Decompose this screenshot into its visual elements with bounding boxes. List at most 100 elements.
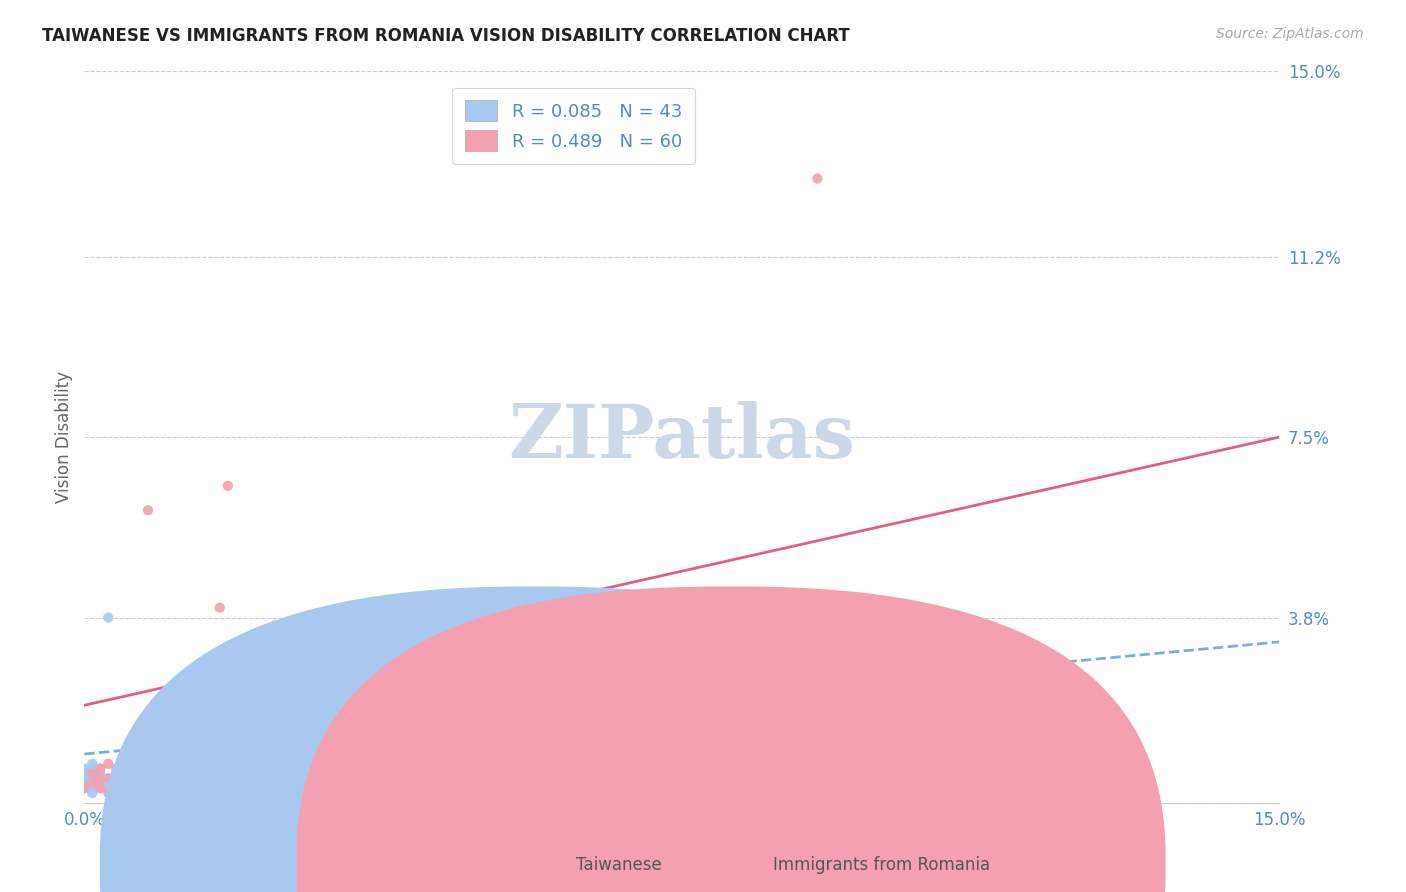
Point — [631, 752, 654, 766]
Point — [89, 781, 111, 796]
Point — [97, 776, 120, 790]
Point — [73, 781, 96, 796]
Point — [145, 772, 167, 786]
Point — [112, 772, 135, 786]
Point — [105, 776, 128, 790]
Point — [82, 786, 104, 800]
Point — [97, 756, 120, 771]
Point — [97, 786, 120, 800]
Point — [1092, 737, 1115, 751]
Text: Source: ZipAtlas.com: Source: ZipAtlas.com — [1216, 27, 1364, 41]
Point — [232, 772, 254, 786]
Point — [89, 766, 111, 780]
Y-axis label: Vision Disability: Vision Disability — [55, 371, 73, 503]
Point — [73, 772, 96, 786]
Point — [97, 772, 120, 786]
Text: ZIPatlas: ZIPatlas — [509, 401, 855, 474]
Point — [232, 752, 254, 766]
Point — [1045, 756, 1067, 771]
Point — [136, 776, 159, 790]
Point — [160, 772, 183, 786]
Point — [432, 752, 454, 766]
Point — [471, 756, 494, 771]
Point — [710, 752, 733, 766]
Point — [280, 756, 302, 771]
Point — [193, 772, 215, 786]
Point — [375, 766, 398, 780]
Point — [169, 766, 191, 780]
Point — [177, 766, 200, 780]
Point — [949, 737, 972, 751]
Point — [112, 752, 135, 766]
Point — [232, 772, 254, 786]
Text: Immigrants from Romania: Immigrants from Romania — [773, 856, 990, 874]
Point — [89, 772, 111, 786]
Point — [408, 762, 430, 776]
Point — [201, 772, 224, 786]
Point — [112, 766, 135, 780]
Point — [105, 762, 128, 776]
Point — [217, 776, 239, 790]
Point — [136, 776, 159, 790]
Point — [129, 756, 152, 771]
Point — [177, 772, 200, 786]
Point — [169, 776, 191, 790]
Point — [249, 762, 271, 776]
Legend: R = 0.085   N = 43, R = 0.489   N = 60: R = 0.085 N = 43, R = 0.489 N = 60 — [451, 87, 695, 164]
Point — [184, 776, 207, 790]
Point — [160, 772, 183, 786]
Point — [153, 756, 176, 771]
Point — [136, 503, 159, 517]
Point — [751, 742, 773, 756]
Point — [312, 752, 335, 766]
Point — [184, 762, 207, 776]
Point — [82, 776, 104, 790]
Point — [153, 776, 176, 790]
Point — [89, 762, 111, 776]
Point — [129, 776, 152, 790]
Point — [129, 776, 152, 790]
Point — [121, 762, 143, 776]
Point — [112, 762, 135, 776]
Point — [328, 762, 350, 776]
Point — [512, 747, 534, 761]
Point — [830, 747, 852, 761]
Point — [208, 600, 231, 615]
Point — [112, 781, 135, 796]
Point — [73, 781, 96, 796]
Point — [73, 776, 96, 790]
Point — [910, 747, 932, 761]
Point — [105, 766, 128, 780]
Point — [82, 766, 104, 780]
Point — [97, 610, 120, 624]
Point — [806, 171, 828, 186]
Point — [105, 781, 128, 796]
Point — [82, 766, 104, 780]
Point — [121, 772, 143, 786]
Point — [121, 781, 143, 796]
Point — [97, 772, 120, 786]
Text: TAIWANESE VS IMMIGRANTS FROM ROMANIA VISION DISABILITY CORRELATION CHART: TAIWANESE VS IMMIGRANTS FROM ROMANIA VIS… — [42, 27, 851, 45]
Point — [121, 776, 143, 790]
Point — [89, 776, 111, 790]
Point — [89, 772, 111, 786]
Point — [73, 762, 96, 776]
Point — [97, 781, 120, 796]
Point — [551, 752, 574, 766]
Point — [73, 766, 96, 780]
Point — [129, 766, 152, 780]
Point — [82, 762, 104, 776]
Point — [870, 742, 893, 756]
Point — [82, 756, 104, 771]
Text: Taiwanese: Taiwanese — [576, 856, 662, 874]
Point — [82, 772, 104, 786]
Point — [153, 766, 176, 780]
Point — [671, 747, 693, 761]
Point — [82, 776, 104, 790]
Point — [217, 479, 239, 493]
Point — [89, 781, 111, 796]
Point — [136, 766, 159, 780]
Point — [790, 747, 813, 761]
Point — [591, 747, 613, 761]
Point — [145, 772, 167, 786]
